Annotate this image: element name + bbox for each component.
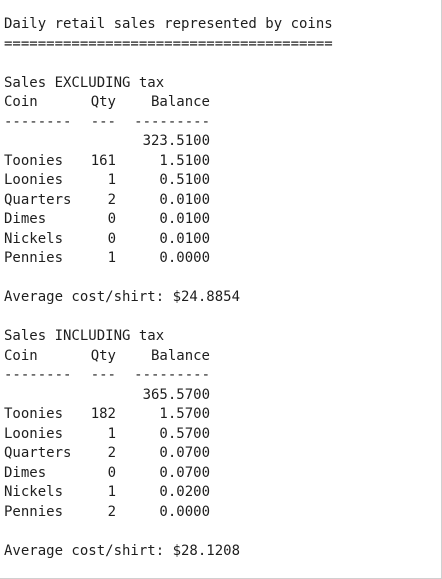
initial-balance: 365.5700 (142, 386, 210, 403)
sales-including-tax-section: Sales INCLUDING tax Coin Qty Balance ---… (4, 327, 440, 561)
coin-name: Loonies (4, 425, 64, 442)
coin-balance: 0.0000 (159, 250, 210, 266)
coin-qty: 2 (107, 503, 116, 520)
column-header-balance: Balance (150, 94, 210, 110)
column-rule-row: -------- --- --------- (4, 113, 440, 133)
table-row: Toonies 161 1.5100 (4, 152, 440, 172)
table-row: Loonies 1 0.5700 (4, 425, 440, 445)
coin-name: Pennies (4, 503, 64, 520)
coin-qty: 0 (107, 230, 116, 247)
coin-name: Dimes (4, 211, 47, 227)
column-rule-row: -------- --- --------- (4, 366, 440, 386)
coin-qty: 0 (107, 211, 116, 227)
coin-balance: 1.5100 (159, 152, 210, 169)
table-row: Dimes 0 0.0100 (4, 210, 440, 230)
coin-balance: 0.0200 (159, 484, 210, 500)
coin-name: Pennies (4, 250, 64, 266)
coin-balance: 0.0100 (159, 191, 210, 208)
column-header-qty: Qty (90, 94, 116, 110)
table-row: Pennies 1 0.0000 (4, 249, 440, 269)
coin-balance: 0.5100 (159, 172, 210, 188)
column-header-balance: Balance (150, 347, 210, 364)
coin-balance: 0.0000 (159, 503, 210, 520)
column-header-row: Coin Qty Balance (4, 93, 440, 113)
coin-qty: 182 (90, 406, 116, 422)
table-row: Quarters 2 0.0700 (4, 444, 440, 464)
title-rule: ======================================= (4, 35, 333, 52)
coin-balance: 1.5700 (159, 406, 210, 422)
coin-balance: 0.0700 (159, 464, 210, 481)
section-heading: Sales EXCLUDING tax (4, 74, 165, 91)
column-header-coin: Coin (4, 94, 38, 110)
output-title: Daily retail sales represented by coins (4, 16, 333, 32)
column-header-qty: Qty (90, 347, 116, 364)
coin-qty: 1 (107, 425, 116, 442)
initial-balance-row: 365.5700 (4, 386, 440, 406)
coin-qty: 1 (107, 172, 116, 188)
coin-qty: 0 (107, 464, 116, 481)
column-header-coin: Coin (4, 347, 38, 364)
blank-line (4, 308, 440, 328)
rule-balance: --------- (134, 113, 210, 130)
table-row: Toonies 182 1.5700 (4, 405, 440, 425)
blank-line (4, 522, 440, 542)
table-row: Nickels 1 0.0200 (4, 483, 440, 503)
coin-name: Toonies (4, 406, 64, 422)
coin-name: Loonies (4, 172, 64, 188)
coin-qty: 2 (107, 191, 116, 208)
coin-name: Nickels (4, 230, 64, 247)
sales-excluding-tax-section: Sales EXCLUDING tax Coin Qty Balance ---… (4, 74, 440, 308)
average-cost-line: Average cost/shirt: $28.1208 (4, 542, 241, 559)
blank-line (4, 269, 440, 289)
table-row: Quarters 2 0.0100 (4, 191, 440, 211)
rule-balance: --------- (134, 367, 210, 383)
rule-qty: --- (90, 113, 116, 130)
coin-balance: 0.0100 (159, 230, 210, 247)
coin-name: Dimes (4, 464, 47, 481)
coin-qty: 161 (90, 152, 116, 169)
coin-qty: 1 (107, 484, 116, 500)
coin-name: Toonies (4, 152, 64, 169)
coin-name: Quarters (4, 445, 72, 461)
coin-balance: 0.0700 (159, 445, 210, 461)
initial-balance-row: 323.5100 (4, 132, 440, 152)
coin-balance: 0.5700 (159, 425, 210, 442)
coin-name: Nickels (4, 484, 64, 500)
coin-balance: 0.0100 (159, 211, 210, 227)
rule-coin: -------- (4, 113, 72, 130)
coin-qty: 2 (107, 445, 116, 461)
column-header-row: Coin Qty Balance (4, 347, 440, 367)
rule-qty: --- (90, 367, 116, 383)
table-row: Dimes 0 0.0700 (4, 464, 440, 484)
coin-qty: 1 (107, 250, 116, 266)
average-cost-line: Average cost/shirt: $24.8854 (4, 289, 241, 305)
table-row: Pennies 2 0.0000 (4, 503, 440, 523)
blank-line (4, 54, 440, 74)
rule-coin: -------- (4, 367, 72, 383)
table-row: Nickels 0 0.0100 (4, 230, 440, 250)
coin-name: Quarters (4, 191, 72, 208)
table-row: Loonies 1 0.5100 (4, 171, 440, 191)
section-heading: Sales INCLUDING tax (4, 328, 165, 344)
initial-balance: 323.5100 (142, 133, 210, 149)
console-output: Daily retail sales represented by coins … (4, 15, 440, 561)
